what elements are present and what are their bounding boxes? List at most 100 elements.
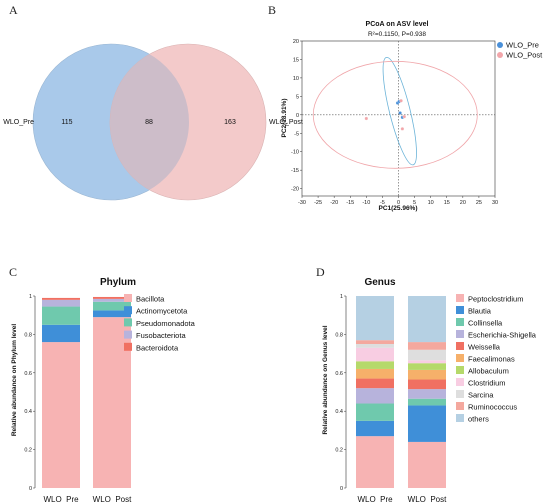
pcoa-ytick-label-6: -10 [291,150,299,156]
phylum-ytick-label-1: 0.2 [24,448,32,454]
phylum-category-label-0: WLO_Pre [43,495,79,503]
pcoa-ytick-label-8: -20 [291,187,299,193]
phylum-ylabel: Relative abundance on Phylum level [11,324,18,437]
pcoa-xtick-label-4: -10 [362,200,370,206]
pcoa-ytick-label-3: 5 [296,94,299,100]
venn-count-post-only: 163 [224,119,236,126]
pcoa-plot: PCoA on ASV level R²=0.1150, P=0.938 -30… [281,21,543,212]
phylum-bar-1-1 [93,310,131,318]
phylum-bar-1-3 [93,298,131,302]
pcoa-legend-marker-1 [497,52,503,58]
genus-legend-label-3: Escherichia-Shigella [468,331,537,340]
genus-legend-label-7: Clostridium [468,379,506,388]
genus-chart: Genus Relative abundance on Genus level … [322,277,537,503]
phylum-bar-0-0 [42,342,80,488]
phylum-bar-1-0 [93,317,131,488]
pcoa-xtick-label-2: -20 [330,200,338,206]
pcoa-xlabel: PC1(25.96%) [378,205,417,212]
pcoa-legend-label-1: WLO_Post [506,51,543,60]
panel-letter-a: A [9,3,18,17]
pcoa-point-1-1 [364,116,369,121]
pcoa-point-1-3 [402,114,406,119]
genus-legend-swatch-9 [456,402,464,410]
genus-title: Genus [364,277,396,288]
panel-letter-b: B [268,3,276,17]
pcoa-point-1-0 [399,99,403,103]
genus-bar-1-2 [408,398,446,406]
pcoa-ytick-label-2: 10 [293,76,299,82]
phylum-legend-label-2: Pseudomonadota [136,319,196,328]
genus-ytick-label-0: 0 [340,486,343,492]
genus-bar-0-0 [356,436,394,488]
pcoa-xtick-label-12: 30 [492,200,498,206]
genus-bar-0-2 [356,403,394,421]
genus-legend-label-2: Collinsella [468,319,503,328]
genus-legend-swatch-10 [456,414,464,422]
panel-letter-d: D [316,265,325,279]
genus-bar-1-6 [408,363,446,370]
pcoa-ytick-label-1: 15 [293,57,299,63]
genus-legend-label-0: Peptoclostridium [468,295,523,304]
phylum-bars: WLO_Pre WLO_Post [42,296,132,503]
pcoa-point-1-2 [400,127,405,131]
genus-bar-1-8 [408,349,446,361]
phylum-legend-label-0: Bacillota [136,295,165,304]
pcoa-xtick-label-11: 25 [476,200,482,206]
genus-legend-swatch-8 [456,390,464,398]
pcoa-ylabel: PC2(18.91%) [281,98,288,137]
phylum-legend-swatch-4 [124,342,132,351]
genus-legend-swatch-1 [456,306,464,314]
pcoa-xtick-label-7: 5 [413,200,416,206]
phylum-legend-swatch-1 [124,306,132,315]
genus-bar-1-7 [408,360,446,364]
genus-bar-0-6 [356,361,394,369]
genus-legend-label-10: others [468,415,489,424]
phylum-bar-1-4 [93,296,131,299]
pcoa-xtick-label-6: 0 [397,200,400,206]
pcoa-xtick-label-1: -25 [314,200,322,206]
genus-bar-1-4 [408,379,446,390]
genus-bar-1-3 [408,389,446,399]
pcoa-point-0-3 [398,111,402,115]
phylum-title: Phylum [100,277,136,288]
pcoa-ellipse-1 [312,60,478,169]
phylum-legend-swatch-2 [124,318,132,327]
phylum-bar-0-2 [42,306,80,325]
phylum-category-label-1: WLO_Post [93,495,132,503]
genus-legend-label-4: Weissella [468,343,501,352]
genus-legend-label-6: Allobaculum [468,367,509,376]
phylum-legend: Bacillota Actinomycetota Pseudomonadota Fus… [124,294,196,352]
genus-ytick-label-1: 0.2 [335,448,343,454]
genus-ytick-label-2: 0.4 [335,409,343,415]
panel-letter-c: C [9,265,17,279]
phylum-bar-0-4 [42,297,80,300]
pcoa-ytick-label-5: -5 [294,131,299,137]
pcoa-ticks: -30 -25 -20 -15 -10 -5 0 5 10 15 20 25 30 20 15 10 5 0 -5 -… [291,39,498,206]
venn-label-post: WLO_Post [269,119,303,126]
genus-bar-0-9 [356,340,394,344]
venn-count-pre-only: 115 [61,119,72,126]
genus-bar-0-3 [356,388,394,404]
pcoa-title: PCoA on ASV level [366,21,429,28]
genus-bar-0-1 [356,420,394,437]
genus-category-label-1: WLO_Post [408,495,447,503]
phylum-ytick-label-4: 0.8 [24,332,32,338]
genus-legend-swatch-4 [456,342,464,350]
genus-ytick-label-4: 0.8 [335,332,343,338]
genus-legend-swatch-5 [456,354,464,362]
pcoa-legend-label-0: WLO_Pre [506,41,539,50]
genus-legend-swatch-6 [456,366,464,374]
phylum-legend-label-3: Fusobacteriota [136,331,186,340]
genus-legend-swatch-2 [456,318,464,326]
genus-bar-0-4 [356,378,394,389]
genus-legend-swatch-3 [456,330,464,338]
genus-bar-1-1 [408,405,446,442]
genus-bar-1-0 [408,441,446,488]
genus-legend-label-8: Sarcina [468,391,494,400]
venn-count-shared: 88 [145,119,153,126]
phylum-ytick-label-5: 1 [29,294,32,300]
genus-category-label-0: WLO_Pre [357,495,393,503]
phylum-ytick-label-3: 0.6 [24,371,32,377]
genus-bar-1-10 [408,296,446,343]
